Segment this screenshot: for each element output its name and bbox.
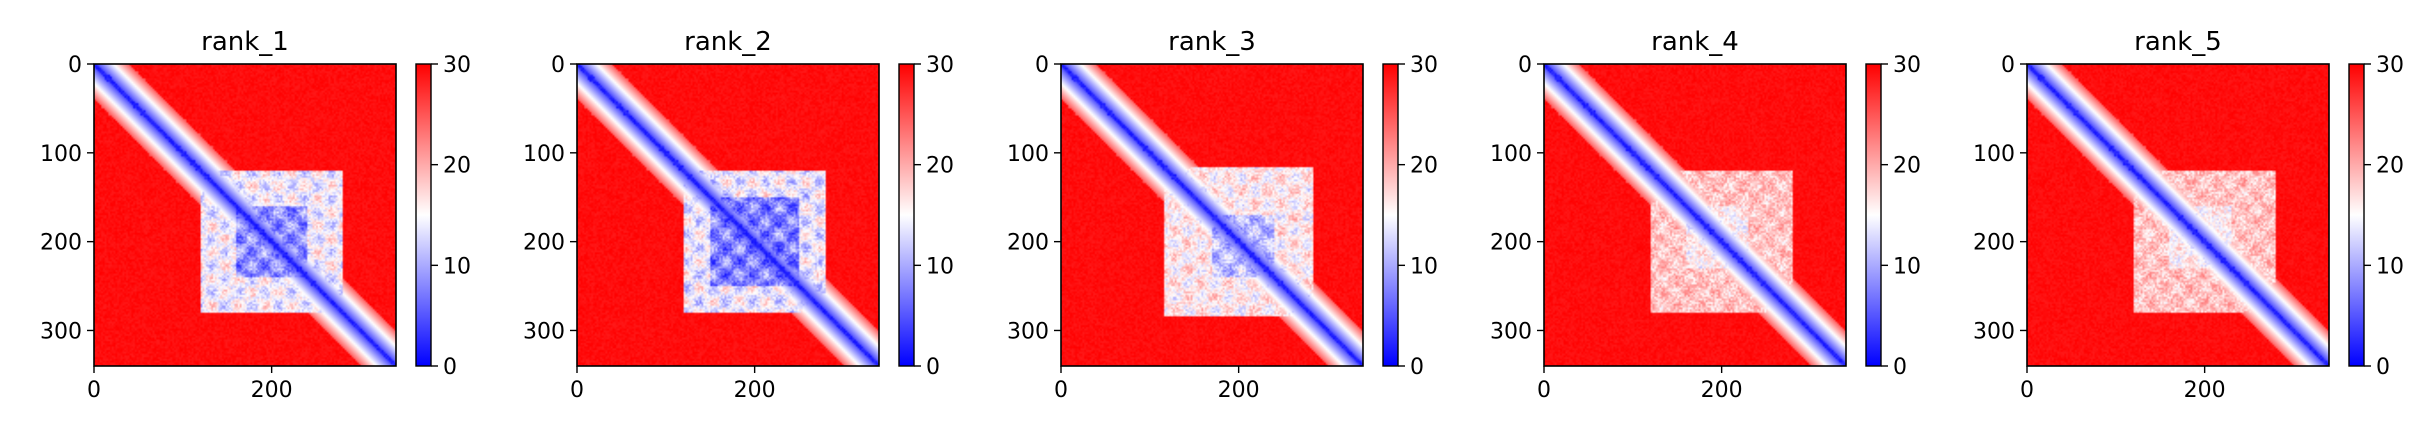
y-tick-label: 200 — [40, 231, 82, 256]
x-tick-label: 200 — [1218, 378, 1260, 403]
panel-title: rank_1 — [201, 27, 289, 57]
y-tick-label: 300 — [523, 319, 565, 344]
y-tick-label: 0 — [1518, 53, 1532, 78]
colorbar-tick-label: 20 — [926, 154, 954, 179]
heatmap-panel: rank_1 0 100 200 300 0 200 0 10 20 30 — [40, 27, 471, 403]
y-tick-label: 100 — [40, 142, 82, 167]
y-tick-label: 300 — [1007, 319, 1049, 344]
x-tick-label: 0 — [570, 378, 584, 403]
heatmap-image — [577, 64, 879, 366]
y-tick-label: 200 — [523, 231, 565, 256]
x-tick-label: 200 — [1701, 378, 1743, 403]
colorbar-tick-label: 0 — [1893, 355, 1907, 380]
colorbar-tick-label: 0 — [2376, 355, 2390, 380]
colorbar-frame — [2348, 63, 2365, 367]
y-tick-label: 0 — [2001, 53, 2015, 78]
colorbar-tick-label: 20 — [443, 154, 471, 179]
y-tick-label: 300 — [40, 319, 82, 344]
axes-frame — [93, 63, 397, 367]
y-tick-label: 200 — [1973, 231, 2015, 256]
panel-title: rank_5 — [2134, 27, 2222, 57]
colorbar-tick-label: 0 — [443, 355, 457, 380]
colorbar-frame — [898, 63, 915, 367]
colorbar-tick-label: 10 — [926, 254, 954, 279]
colorbar-tick-label: 20 — [1410, 154, 1438, 179]
colorbar-frame — [1865, 63, 1882, 367]
colorbar-tick-label: 10 — [443, 254, 471, 279]
colorbar-tick-label: 30 — [1893, 53, 1921, 78]
axes-frame — [1543, 63, 1847, 367]
colorbar-tick-label: 0 — [1410, 355, 1424, 380]
heatmap-image — [1544, 64, 1846, 366]
y-tick-label: 300 — [1490, 319, 1532, 344]
colorbar-tick-label: 30 — [926, 53, 954, 78]
x-tick-label: 200 — [251, 378, 293, 403]
heatmap-panel: rank_4 0 100 200 300 0 200 0 10 20 30 — [1490, 27, 1921, 403]
y-tick-label: 200 — [1007, 231, 1049, 256]
colorbar-tick-label: 30 — [443, 53, 471, 78]
heatmap-panel: rank_2 0 100 200 300 0 200 0 10 20 30 — [523, 27, 954, 403]
y-tick-label: 0 — [68, 53, 82, 78]
colorbar-tick-label: 0 — [926, 355, 940, 380]
heatmap-panel: rank_5 0 100 200 300 0 200 0 10 20 30 — [1973, 27, 2404, 403]
axes-frame — [1060, 63, 1364, 367]
heatmap-image — [2027, 64, 2329, 366]
x-tick-label: 0 — [87, 378, 101, 403]
colorbar-frame — [1382, 63, 1399, 367]
y-tick-label: 100 — [1007, 142, 1049, 167]
colorbar — [899, 64, 914, 366]
panel-title: rank_3 — [1168, 27, 1256, 57]
colorbar — [416, 64, 431, 366]
axes-frame — [576, 63, 880, 367]
heatmap-image — [94, 64, 396, 366]
colorbar — [1866, 64, 1881, 366]
x-tick-label: 0 — [2020, 378, 2034, 403]
colorbar-tick-label: 10 — [1410, 254, 1438, 279]
heatmap-image — [1061, 64, 1363, 366]
x-tick-label: 200 — [2184, 378, 2226, 403]
colorbar — [2349, 64, 2364, 366]
colorbar-frame — [415, 63, 432, 367]
colorbar-tick-label: 30 — [1410, 53, 1438, 78]
colorbar — [1383, 64, 1398, 366]
y-tick-label: 300 — [1973, 319, 2015, 344]
y-tick-label: 100 — [1490, 142, 1532, 167]
panel-title: rank_4 — [1651, 27, 1739, 57]
colorbar-tick-label: 20 — [1893, 154, 1921, 179]
y-tick-label: 200 — [1490, 231, 1532, 256]
y-tick-label: 0 — [1035, 53, 1049, 78]
x-tick-label: 0 — [1537, 378, 1551, 403]
colorbar-tick-label: 10 — [1893, 254, 1921, 279]
axes-frame — [2026, 63, 2330, 367]
colorbar-tick-label: 10 — [2376, 254, 2404, 279]
panel-title: rank_2 — [684, 27, 772, 57]
heatmap-panel: rank_3 0 100 200 300 0 200 0 10 20 30 — [1007, 27, 1438, 403]
colorbar-tick-label: 20 — [2376, 154, 2404, 179]
colorbar-tick-label: 30 — [2376, 53, 2404, 78]
x-tick-label: 200 — [734, 378, 776, 403]
x-tick-label: 0 — [1054, 378, 1068, 403]
y-tick-label: 100 — [523, 142, 565, 167]
y-tick-label: 100 — [1973, 142, 2015, 167]
y-tick-label: 0 — [551, 53, 565, 78]
